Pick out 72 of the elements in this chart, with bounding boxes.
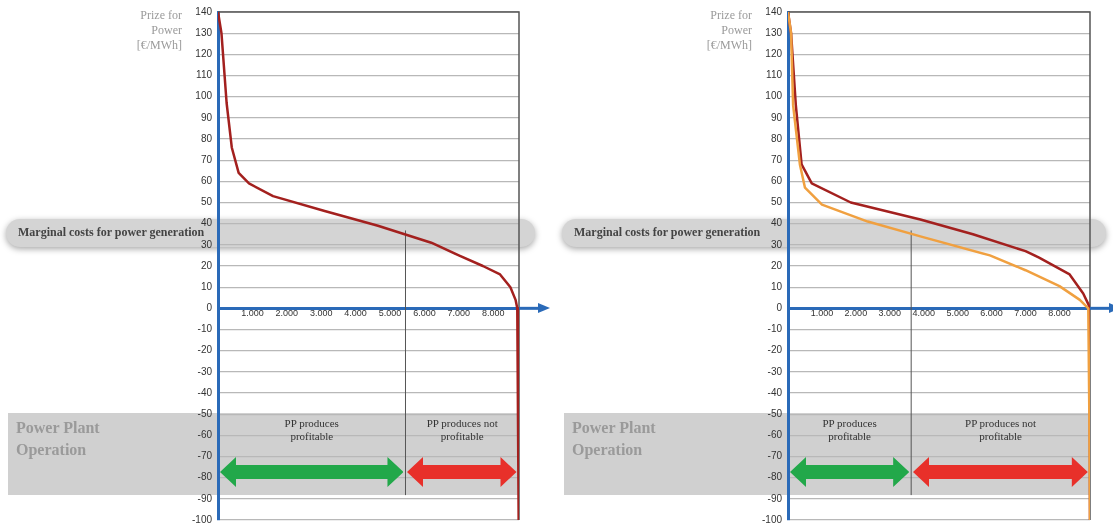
y-tick-label: 60 (200, 175, 213, 187)
y-tick-label: 30 (200, 238, 213, 250)
y-tick-label: -20 (197, 344, 213, 356)
y-tick-label: -10 (197, 323, 213, 335)
y-tick-label: 20 (770, 259, 783, 271)
y-tick-label: 120 (765, 48, 783, 60)
y-tick-label: 80 (770, 132, 783, 144)
y-tick-label: 110 (196, 69, 213, 81)
x-tick-label: 4.000 (344, 308, 367, 319)
y-tick-label: 100 (765, 90, 783, 102)
y-tick-label: -40 (767, 386, 783, 398)
y-tick-label: 10 (770, 280, 783, 292)
y-tick-label: 130 (765, 26, 783, 38)
y-tick-label: 20 (200, 259, 213, 271)
y-tick-label: -100 (762, 513, 783, 525)
y-tick-label: 40 (770, 217, 783, 229)
y-tick-label: -80 (767, 471, 783, 483)
y-tick-label: 70 (200, 153, 213, 165)
x-tick-label: 7.000 (447, 308, 471, 319)
annotation: PP produces not profitable (426, 416, 498, 442)
x-tick-label: 3.000 (878, 308, 902, 319)
y-tick-label: 50 (200, 196, 213, 208)
y-tick-label: -90 (767, 492, 783, 504)
x-tick-label: 4.000 (912, 308, 935, 319)
y-tick-label: 140 (195, 5, 213, 17)
x-tick-label: 2.000 (275, 308, 299, 319)
y-tick-label: -100 (192, 513, 213, 525)
y-tick-label: 50 (770, 196, 783, 208)
y-tick-label: -20 (767, 344, 783, 356)
y-tick-label: -50 (197, 407, 213, 419)
annotation: PP produces profitable (284, 416, 339, 442)
y-tick-label: -70 (197, 450, 213, 462)
x-tick-label: 8.000 (481, 308, 505, 319)
y-tick-label: -90 (197, 492, 213, 504)
x-tick-label: 5.000 (946, 308, 969, 319)
x-tick-label: 5.000 (378, 308, 402, 319)
text: Marginal costs for power generation (574, 225, 761, 240)
y-tick-label: 80 (200, 132, 213, 144)
x-tick-label: 2.000 (844, 308, 868, 319)
y-tick-label: -10 (767, 323, 783, 335)
y-tick-label: 140 (765, 5, 783, 17)
y-tick-label: -30 (197, 365, 213, 377)
y-tick-label: 70 (770, 153, 783, 165)
y-tick-label: 120 (195, 48, 213, 60)
x-tick-label: 1.000 (810, 308, 834, 319)
y-tick-label: -60 (197, 429, 213, 441)
y-tick-label: 100 (195, 90, 213, 102)
x-tick-label: 7.000 (1014, 308, 1037, 319)
x-tick-label: 6.000 (413, 308, 436, 319)
y-tick-label: 110 (766, 69, 783, 81)
annotation: PP produces profitable (822, 416, 877, 442)
x-tick-label: 8.000 (1048, 308, 1071, 319)
annotation: PP produces not profitable (965, 416, 1037, 442)
y-tick-label: 0 (776, 302, 783, 314)
y-tick-label: -30 (767, 365, 783, 377)
y-tick-label: 60 (770, 175, 783, 187)
y-tick-label: 130 (195, 26, 213, 38)
y-tick-label: -40 (197, 386, 213, 398)
y-tick-label: -50 (767, 407, 783, 419)
y-tick-label: 30 (770, 238, 783, 250)
y-tick-label: 90 (200, 111, 213, 123)
y-tick-label: 10 (200, 280, 213, 292)
y-tick-label: -70 (767, 450, 783, 462)
x-tick-label: 6.000 (980, 308, 1003, 319)
y-tick-label: -80 (197, 471, 213, 483)
x-tick-label: 1.000 (241, 308, 264, 319)
y-tick-label: -60 (767, 429, 783, 441)
y-axis-title: Prize for Power [€/MWh] (136, 8, 183, 53)
y-tick-label: 0 (206, 302, 213, 314)
y-axis-title: Prize for Power [€/MWh] (706, 8, 753, 53)
x-tick-label: 3.000 (309, 308, 333, 319)
y-tick-label: 90 (770, 111, 783, 123)
